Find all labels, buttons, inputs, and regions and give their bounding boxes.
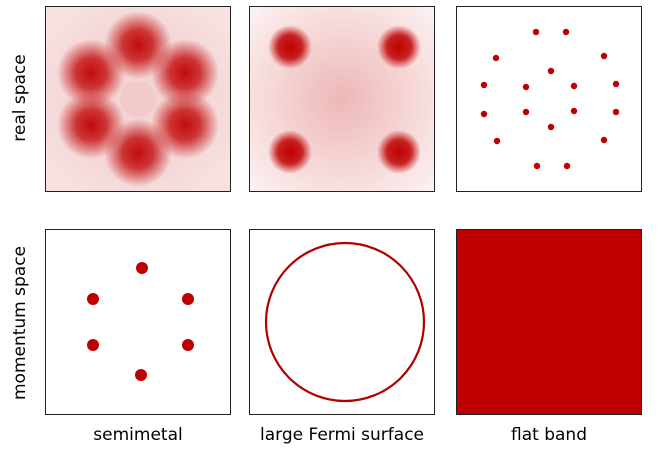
panel-real-fermi [249,6,435,192]
fermi-circle [264,241,426,403]
real-flat-graphic [480,28,620,170]
fermi-spot [268,130,312,174]
momentum-fermi-graphic [264,241,426,403]
fermi-spot [268,25,312,69]
panel-momentum-flat [456,229,642,415]
row-label-momentum-space: momentum space [10,245,30,401]
col-label-flat-band: flat band [511,425,587,445]
momentum-semimetal-graphic [87,262,194,381]
dirac-points [87,262,194,381]
real-semimetal-graphic [46,7,230,191]
row-label-real-space: real space [10,54,30,142]
semimetal-lobes [57,11,219,187]
panel-real-flat [456,6,642,192]
panel-real-semimetal [45,6,231,192]
fermi-spot [377,130,421,174]
panel-momentum-semimetal [45,229,231,415]
real-fermi-graphic [250,7,434,191]
fermi-spot [377,25,421,69]
col-label-large-fermi-surface: large Fermi surface [260,425,424,445]
flat-dot-lattice [480,28,620,170]
col-label-semimetal: semimetal [93,425,183,445]
panel-momentum-fermi [249,229,435,415]
